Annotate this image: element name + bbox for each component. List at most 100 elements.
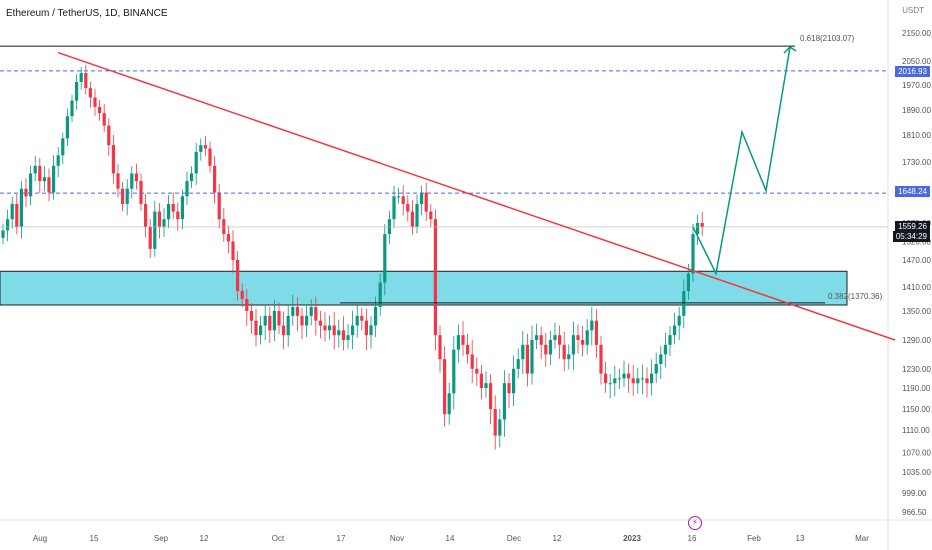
candle	[180, 189, 184, 230]
candle	[475, 357, 479, 387]
candle	[144, 193, 148, 238]
candle	[282, 311, 286, 350]
candle	[516, 348, 520, 379]
candle	[121, 181, 125, 212]
candle	[134, 163, 138, 190]
candle	[318, 311, 322, 339]
candle	[654, 352, 658, 384]
candle	[148, 218, 152, 259]
candle	[33, 155, 37, 182]
candle	[530, 325, 534, 385]
candle	[673, 312, 677, 345]
descending-trendline	[57, 51, 896, 341]
candle	[70, 94, 74, 122]
candle	[452, 336, 456, 410]
x-tick-label: Nov	[390, 534, 404, 543]
y-tick-label: 1890.00	[902, 106, 931, 115]
candle	[456, 324, 460, 363]
candle	[581, 325, 585, 357]
candle	[691, 223, 695, 282]
y-tick-label: 1730.00	[902, 158, 931, 167]
candle	[323, 312, 327, 342]
price-tag-current: 1559.26	[895, 221, 930, 232]
candle	[295, 297, 299, 332]
candle	[650, 359, 654, 396]
projection-path	[692, 46, 791, 276]
candle	[521, 330, 525, 375]
y-tick-label: 1290.00	[902, 336, 931, 345]
candle	[576, 324, 580, 354]
x-tick-label: 17	[337, 534, 346, 543]
candle	[130, 166, 134, 199]
price-tag-1648: 1648.24	[895, 186, 930, 197]
candle	[410, 200, 414, 235]
candle	[162, 208, 166, 238]
candle	[208, 141, 212, 173]
candle	[314, 296, 318, 336]
candle	[364, 309, 368, 351]
candle	[139, 173, 143, 211]
candle	[535, 323, 539, 350]
candle	[29, 165, 33, 206]
y-tick-label: 1190.00	[902, 384, 931, 393]
candle	[268, 306, 272, 343]
candle	[567, 344, 571, 370]
candle	[627, 363, 631, 393]
candle	[111, 135, 115, 184]
candle	[447, 382, 451, 425]
y-tick-label: 2150.00	[902, 29, 931, 38]
candle	[466, 333, 470, 364]
candle	[585, 319, 589, 355]
x-tick-label: Aug	[33, 534, 47, 543]
candle	[613, 365, 617, 397]
candle	[571, 321, 575, 370]
candle	[157, 203, 161, 239]
candle	[88, 81, 92, 108]
y-tick-label: 1350.00	[902, 307, 931, 316]
candle	[512, 355, 516, 406]
candle	[507, 373, 511, 408]
candle	[52, 155, 56, 200]
fib-618-label: 0.618(2103.07)	[800, 34, 855, 43]
candle	[562, 331, 566, 372]
candle	[240, 283, 244, 307]
lightning-icon[interactable]: ⚡	[688, 516, 702, 530]
x-tick-label: Feb	[747, 534, 761, 543]
fib-382-label: 0.382(1370.36)	[828, 292, 883, 301]
candle	[254, 308, 258, 347]
candle	[700, 211, 704, 237]
candle	[15, 194, 19, 235]
candle	[84, 64, 88, 95]
candle	[245, 289, 249, 326]
candle	[107, 118, 111, 156]
candle	[663, 332, 667, 368]
candle	[617, 368, 621, 390]
x-tick-label: 12	[553, 534, 562, 543]
candle	[346, 324, 350, 349]
candle	[259, 315, 263, 345]
candle	[429, 204, 433, 228]
currency-unit: USDT	[902, 6, 924, 15]
candle	[19, 181, 23, 239]
candle	[479, 364, 483, 400]
chart-lines	[0, 45, 896, 341]
candle	[176, 202, 180, 231]
candle	[38, 157, 42, 193]
candle	[383, 224, 387, 296]
x-tick-label: 14	[446, 534, 455, 543]
y-tick-label: 1035.00	[902, 468, 931, 477]
candle	[424, 182, 428, 222]
candle	[686, 264, 690, 300]
candle	[263, 304, 267, 340]
candle	[305, 305, 309, 338]
y-tick-label: 1970.00	[902, 81, 931, 90]
candle	[42, 166, 46, 192]
x-tick-label: 15	[90, 534, 99, 543]
candle	[392, 185, 396, 228]
candle	[61, 132, 65, 165]
x-tick-label: Sep	[154, 534, 169, 543]
candle	[300, 307, 304, 340]
candle	[93, 88, 97, 116]
candle	[351, 311, 355, 350]
